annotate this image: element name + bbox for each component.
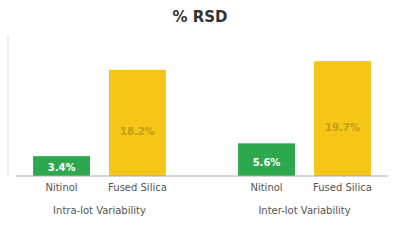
data-label: 18.2% [120,126,155,137]
x-tick-label: Fused Silica [313,182,372,193]
x-axis-line [16,176,388,177]
data-label: 19.7% [325,122,360,133]
group-label: Intra-lot Variability [53,205,146,216]
group-label: Inter-lot Variability [258,205,350,216]
data-label: 3.4% [48,162,76,173]
data-labels: 3.4% 18.2% 5.6% 19.7% [48,122,360,173]
title: % RSD [172,8,227,26]
chart-container: % RSD 3.4% 18.2% 5.6% 19.7% Nitinol Fused Sili… [0,0,400,248]
bar [314,61,371,176]
chart: % RSD 3.4% 18.2% 5.6% 19.7% Nitinol Fused Sili… [0,0,400,248]
x-tick-label: Nitinol [250,182,282,193]
x-tick-label: Fused Silica [108,182,167,193]
bar [109,70,166,176]
x-tick-label: Nitinol [45,182,77,193]
bar [33,156,90,176]
bar [238,143,295,176]
data-label: 5.6% [253,157,281,168]
y-axis-line [8,36,9,176]
bars [33,61,371,176]
